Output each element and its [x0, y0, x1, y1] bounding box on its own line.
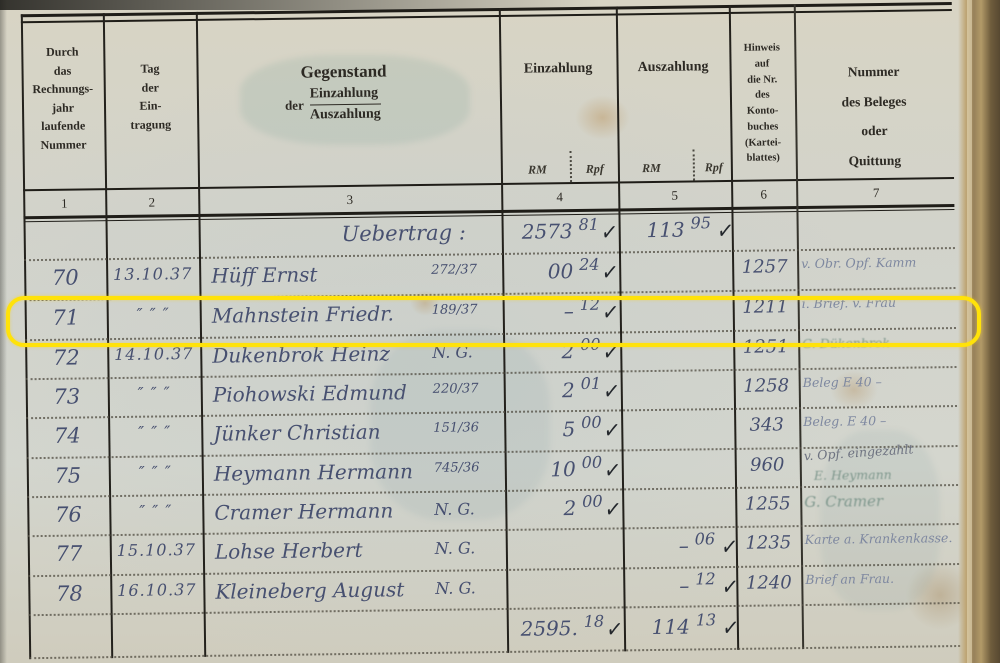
kontobuch-nummer: 343: [749, 414, 785, 436]
column-header-gegenstand: Gegenstand der Einzahlung Auszahlung: [284, 60, 495, 124]
column-number-5: 5: [671, 187, 679, 203]
entry-suffix: N. G.: [434, 499, 475, 519]
entry-name: Lohse Herbert: [214, 537, 363, 564]
gegenstand-auszahlung: Auszahlung: [309, 106, 381, 123]
rm-rpf-divider: [692, 149, 696, 181]
entry-date: ″ ″ ″: [137, 383, 171, 403]
rm-label-einzahlung: RM: [527, 162, 547, 177]
column-number-3: 3: [346, 191, 354, 207]
entry-name: Heymann Hermann: [213, 459, 414, 486]
entry-case-number: 745/36: [433, 460, 480, 476]
rm-label-auszahlung: RM: [641, 160, 661, 176]
total-auszahlung-rm: 114: [651, 614, 691, 640]
rpf-label-auszahlung: Rpf: [704, 160, 723, 175]
entry-name: Hüff Ernst: [211, 262, 318, 288]
checkmark-icon: ✓: [720, 572, 740, 603]
entry-number: 73: [53, 384, 81, 409]
checkmark-icon: ✓: [719, 532, 740, 563]
entry-suffix: N. G.: [435, 578, 476, 598]
checkmark-icon: ✓: [601, 377, 621, 407]
einzahlung-rm: 2: [563, 496, 577, 521]
entry-number: 75: [54, 463, 82, 488]
auszahlung-rm: –: [679, 573, 690, 598]
checkmark-icon: ✓: [720, 613, 741, 644]
kontobuch-nummer: 960: [749, 454, 785, 476]
einzahlung-rm: 5: [562, 417, 576, 442]
column-number-2: 2: [148, 194, 156, 210]
photo-left-shadow: [0, 0, 7, 663]
column-header-tag-der-eintragung: Tag der Ein- tragung: [130, 61, 172, 132]
entry-number: 74: [53, 423, 81, 448]
kontobuch-nummer: 1235: [745, 532, 792, 554]
column-header-hinweis: Hinweis auf die Nr. des Konto- buches (K…: [743, 42, 782, 165]
kontobuch-nummer: 1257: [741, 256, 788, 278]
column-number-7: 7: [872, 185, 880, 201]
kontobuch-nummer: 1255: [744, 493, 791, 515]
carryover-label: Uebertrag :: [341, 220, 466, 247]
entry-number: 76: [54, 502, 82, 527]
checkmark-icon: ✓: [603, 495, 623, 525]
entry-date: ″ ″ ″: [139, 501, 173, 521]
checkmark-icon: ✓: [602, 456, 623, 486]
column-number-1: 1: [60, 195, 68, 211]
column-number-6: 6: [760, 186, 768, 202]
carryover-auszahlung-rm: 113: [646, 217, 685, 243]
column-header-beleg-nummer: Nummer des Beleges oder Quittung: [841, 63, 907, 169]
kontobuch-nummer: 1240: [745, 572, 792, 594]
carryover-einzahlung-rm: 2573: [521, 219, 573, 244]
entry-case-number: 272/37: [431, 262, 478, 278]
gegenstand-title: Gegenstand: [300, 61, 387, 82]
entry-number: 77: [55, 541, 83, 566]
entry-name: Kleineberg August: [215, 577, 405, 604]
entry-name: Cramer Hermann: [214, 498, 394, 525]
checkmark-icon: ✓: [600, 258, 620, 288]
entry-name: Piohowski Edmund: [212, 380, 407, 407]
entry-suffix: N. G.: [434, 538, 476, 558]
kontobuch-nummer: 1258: [743, 375, 790, 397]
beleg-note: Beleg. E 40 –: [803, 412, 887, 430]
gegenstand-der: der: [284, 97, 304, 113]
auszahlung-rm: –: [678, 533, 689, 558]
einzahlung-rm: 10: [550, 457, 576, 482]
entry-number: 78: [55, 581, 83, 606]
entry-number: 70: [51, 265, 79, 290]
entry-case-number: 220/37: [432, 381, 479, 397]
entry-case-number: 151/36: [433, 420, 480, 436]
column-header-laufende-nummer: Durch das Rechnungs- jahr laufende Numme…: [32, 44, 94, 152]
entry-date: ″ ″ ″: [138, 422, 172, 442]
column-header-auszahlung: Auszahlung: [637, 59, 709, 76]
beleg-note: G. Cramer: [804, 492, 884, 512]
entry-date: 13.10.37: [112, 264, 193, 285]
rpf-label-einzahlung: Rpf: [585, 161, 604, 176]
beleg-note: Beleg E 40 –: [802, 374, 882, 391]
rm-rpf-divider: [569, 151, 573, 183]
row-71-highlight-box: [6, 296, 981, 347]
entry-date: 15.10.37: [116, 539, 197, 561]
entry-date: ″ ″ ″: [138, 462, 172, 482]
entry-date: 16.10.37: [117, 579, 197, 601]
total-einzahlung-rm: 2595.: [520, 616, 579, 641]
entry-name: Jünker Christian: [213, 419, 381, 446]
photo-top-shadow: [0, 0, 600, 10]
gegenstand-einzahlung: Einzahlung: [309, 85, 381, 106]
beleg-note-signature: E. Heymann: [813, 466, 892, 483]
checkmark-icon: ✓: [602, 416, 622, 446]
column-header-einzahlung: Einzahlung: [523, 60, 593, 77]
einzahlung-rm: 00: [547, 259, 574, 284]
table-top-rule-2: [20, 9, 952, 24]
einzahlung-rm: 2: [561, 378, 575, 403]
column-number-4: 4: [556, 189, 564, 205]
beleg-note: Karte a. Krankenkasse.: [804, 530, 953, 548]
checkmark-icon: ✓: [715, 216, 735, 247]
beleg-note: Brief an Frau.: [805, 570, 895, 588]
beleg-note: v. Obr. Opf. Kamm: [801, 254, 917, 272]
entry-number: 72: [52, 345, 80, 370]
